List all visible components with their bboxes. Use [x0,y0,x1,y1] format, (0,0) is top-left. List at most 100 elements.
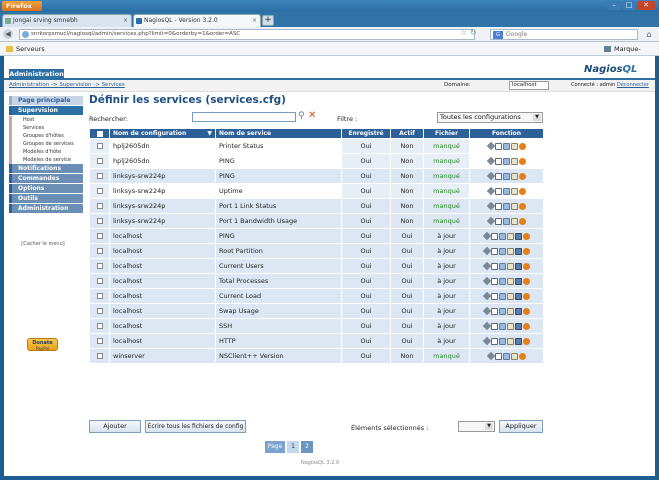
config-name-cell[interactable]: hplj2605dn [109,153,216,169]
info-icon[interactable] [498,292,506,300]
config-name-cell[interactable]: localhost [109,243,216,259]
search-input[interactable] [192,112,296,122]
copy-icon[interactable] [494,142,502,150]
table-row[interactable]: hplj2605dn PING Oui Non manqué [89,153,544,169]
copy-icon[interactable] [490,247,498,255]
sidebar-item-notifications[interactable]: Notifications [9,164,83,173]
table-row[interactable]: hplj2605dn Printer Status Oui Non manqué [89,138,544,154]
table-row[interactable]: localhost SSH Oui Oui à jour [89,318,544,334]
table-row[interactable]: localhost PING Oui Oui à jour [89,228,544,244]
sidebar-item-page-principale[interactable]: Page principale [9,96,83,105]
row-checkbox[interactable] [96,338,103,344]
table-row[interactable]: localhost Swap Usage Oui Oui à jour [89,303,544,319]
delete-icon[interactable] [518,157,526,165]
copy-icon[interactable] [490,337,498,345]
row-checkbox[interactable] [96,218,103,224]
copy-icon[interactable] [490,292,498,300]
copy-icon[interactable] [490,322,498,330]
copy-icon[interactable] [490,307,498,315]
bookmark-serveurs[interactable]: Serveurs [6,44,45,54]
edit-tools-icon[interactable] [482,246,491,256]
row-checkbox[interactable] [96,308,103,314]
text-file-icon[interactable] [510,217,518,225]
delete-icon[interactable] [522,292,530,300]
info-icon[interactable] [502,202,510,210]
clear-search-icon[interactable]: ✕ [308,110,317,121]
row-select-cell[interactable] [89,303,110,319]
edit-tools-icon[interactable] [486,201,495,211]
save-icon[interactable] [514,262,522,270]
config-name-cell[interactable]: linksys-srw224p [109,198,216,214]
save-icon[interactable] [514,322,522,330]
edit-tools-icon[interactable] [482,261,491,271]
row-select-cell[interactable] [89,243,110,259]
config-name-cell[interactable]: localhost [109,318,216,334]
row-checkbox[interactable] [96,278,103,284]
add-button[interactable]: Ajouter [89,420,141,433]
text-file-icon[interactable] [506,277,514,285]
sidebar-subitem-services[interactable]: Services [9,124,83,132]
text-file-icon[interactable] [510,172,518,180]
breadcrumb[interactable]: Administration -> Supervision -> Service… [9,82,125,88]
row-checkbox[interactable] [96,248,103,254]
copy-icon[interactable] [490,277,498,285]
row-select-cell[interactable] [89,318,110,334]
reload-icon[interactable]: ↻ [470,28,477,37]
row-select-cell[interactable] [89,168,110,184]
search-bar[interactable]: G Google [490,29,638,40]
sidebar-subitem-host[interactable]: Host [9,116,83,124]
row-select-cell[interactable] [89,138,110,154]
edit-tools-icon[interactable] [486,141,495,151]
selected-action-select[interactable]: ▼ [458,421,495,432]
edit-tools-icon[interactable] [482,291,491,301]
config-name-cell[interactable]: localhost [109,288,216,304]
info-icon[interactable] [498,262,506,270]
edit-tools-icon[interactable] [482,276,491,286]
delete-icon[interactable] [522,337,530,345]
sidebar-item-supervision[interactable]: Supervision [9,106,83,115]
administration-tab[interactable]: Administration [9,69,64,79]
info-icon[interactable] [498,322,506,330]
row-checkbox[interactable] [96,323,103,329]
row-select-cell[interactable] [89,198,110,214]
table-row[interactable]: linksys-srw224p Port 1 Link Status Oui Non m… [89,198,544,214]
delete-icon[interactable] [518,352,526,360]
text-file-icon[interactable] [506,322,514,330]
text-file-icon[interactable] [506,307,514,315]
config-name-cell[interactable]: localhost [109,273,216,289]
save-icon[interactable] [514,292,522,300]
delete-icon[interactable] [518,202,526,210]
info-icon[interactable] [498,277,506,285]
sidebar-subitem-service-groups[interactable]: Groupes de services [9,140,83,148]
minimize-icon[interactable]: – [607,1,621,10]
delete-icon[interactable] [522,277,530,285]
maximize-icon[interactable]: □ [622,1,636,10]
config-name-cell[interactable]: localhost [109,333,216,349]
text-file-icon[interactable] [506,292,514,300]
delete-icon[interactable] [518,217,526,225]
text-file-icon[interactable] [510,352,518,360]
row-checkbox[interactable] [96,158,103,164]
info-icon[interactable] [498,232,506,240]
google-icon[interactable]: G [493,31,503,39]
edit-tools-icon[interactable] [482,306,491,316]
delete-icon[interactable] [518,142,526,150]
search-icon[interactable]: ⚲ [298,111,305,121]
row-select-cell[interactable] [89,213,110,229]
table-row[interactable]: linksys-srw224p Port 1 Bandwidth Usage Oui… [89,213,544,229]
delete-icon[interactable] [522,262,530,270]
table-row[interactable]: localhost Current Load Oui Oui à jour [89,288,544,304]
config-name-cell[interactable]: localhost [109,228,216,244]
row-checkbox[interactable] [96,188,103,194]
table-row[interactable]: localhost HTTP Oui Oui à jour [89,333,544,349]
save-icon[interactable] [514,307,522,315]
row-select-cell[interactable] [89,333,110,349]
row-select-cell[interactable] [89,348,110,364]
apply-button[interactable]: Appliquer [499,420,543,433]
table-row[interactable]: localhost Root Partition Oui Oui à jour [89,243,544,259]
edit-tools-icon[interactable] [482,321,491,331]
table-row[interactable]: localhost Current Users Oui Oui à jour [89,258,544,274]
text-file-icon[interactable] [510,142,518,150]
copy-icon[interactable] [494,352,502,360]
info-icon[interactable] [502,217,510,225]
